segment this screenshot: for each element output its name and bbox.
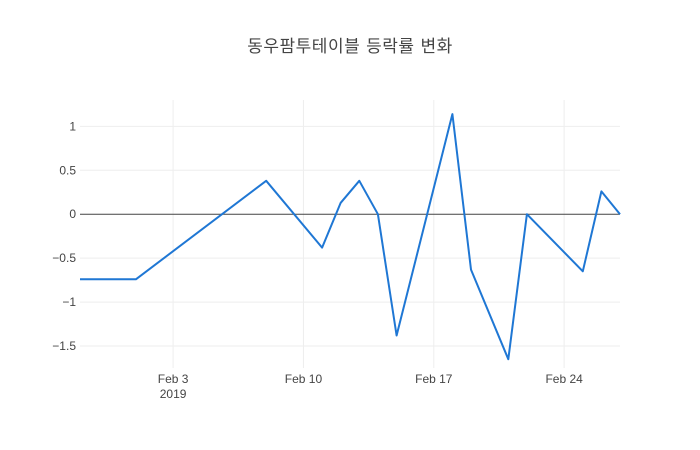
x-tick-label: Feb 24	[545, 372, 583, 386]
y-tick-label: 1	[69, 119, 76, 133]
series-line	[80, 113, 621, 361]
x-tick-sublabel: 2019	[160, 387, 187, 401]
x-tick-label: Feb 17	[415, 372, 453, 386]
y-tick-label: 0.5	[59, 163, 76, 177]
series	[79, 113, 621, 361]
y-tick-label: −1	[62, 295, 76, 309]
x-tick-label: Feb 10	[285, 372, 323, 386]
chart-title: 동우팜투테이블 등락률 변화	[247, 37, 453, 57]
grid-lines	[80, 100, 620, 368]
y-tick-label: −1.5	[52, 339, 76, 353]
y-tick-label: −0.5	[52, 251, 76, 265]
y-tick-label: 0	[69, 207, 76, 221]
x-tick-label: Feb 3	[158, 372, 189, 386]
